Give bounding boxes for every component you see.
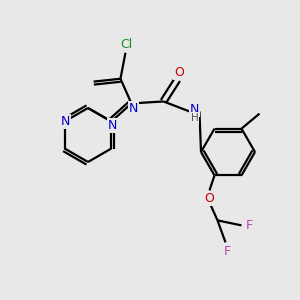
Text: H: H [190, 113, 198, 123]
Text: Cl: Cl [120, 38, 133, 51]
Text: N: N [108, 119, 117, 132]
Text: F: F [246, 219, 253, 232]
Text: F: F [224, 245, 231, 258]
Text: N: N [190, 103, 199, 116]
Text: O: O [205, 192, 214, 205]
Text: O: O [175, 66, 184, 79]
Text: N: N [61, 115, 70, 128]
Text: N: N [129, 102, 138, 115]
